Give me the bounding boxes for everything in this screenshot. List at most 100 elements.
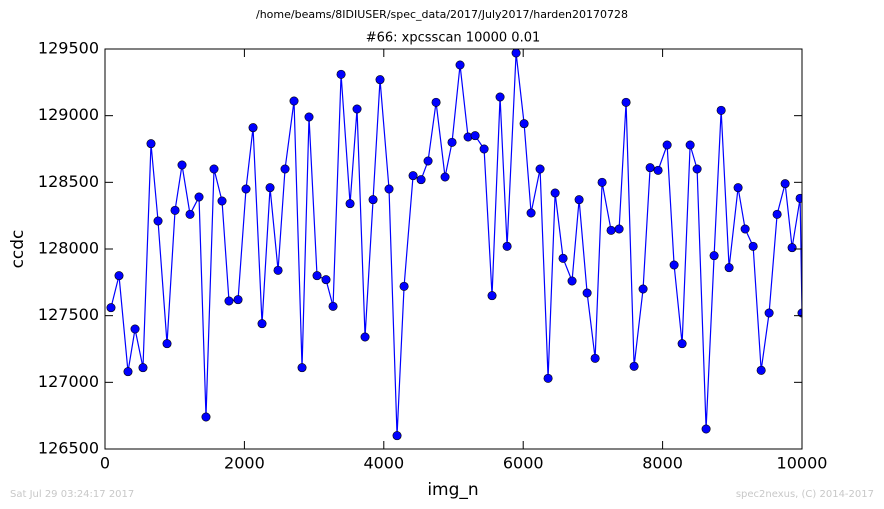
data-point bbox=[638, 284, 648, 294]
data-point bbox=[248, 123, 258, 133]
data-point bbox=[162, 339, 172, 349]
data-point bbox=[645, 163, 655, 173]
data-point bbox=[629, 361, 639, 371]
data-point bbox=[170, 205, 180, 215]
data-point bbox=[724, 263, 734, 273]
data-point bbox=[550, 188, 560, 198]
y-tick-label: 128500 bbox=[38, 172, 99, 191]
data-point bbox=[416, 175, 426, 185]
data-point bbox=[360, 332, 370, 342]
data-point bbox=[511, 49, 521, 58]
data-point bbox=[209, 164, 219, 174]
data-point bbox=[558, 253, 568, 263]
x-axis-label: img_n bbox=[427, 480, 478, 500]
data-point bbox=[543, 373, 553, 383]
data-point bbox=[677, 339, 687, 349]
x-tick-label: 6000 bbox=[503, 454, 544, 473]
data-point bbox=[447, 137, 457, 147]
series-line bbox=[110, 52, 802, 436]
data-point bbox=[621, 97, 631, 107]
data-point bbox=[440, 172, 450, 182]
data-point bbox=[384, 184, 394, 194]
x-tick-label: 8000 bbox=[642, 454, 683, 473]
data-point bbox=[795, 193, 802, 203]
x-tick-label: 0 bbox=[100, 454, 110, 473]
data-point bbox=[495, 92, 505, 102]
data-point bbox=[241, 184, 251, 194]
data-point bbox=[582, 288, 592, 298]
footer-right: spec2nexus, (C) 2014-2017 bbox=[736, 489, 874, 500]
data-point bbox=[614, 224, 624, 234]
data-point bbox=[606, 225, 616, 235]
data-point bbox=[130, 324, 140, 334]
data-point bbox=[146, 139, 156, 149]
data-point bbox=[321, 275, 331, 285]
data-point bbox=[709, 251, 719, 261]
data-point bbox=[408, 171, 418, 181]
x-tick-label: 4000 bbox=[363, 454, 404, 473]
data-point bbox=[772, 209, 782, 219]
axes-frame bbox=[104, 48, 803, 450]
data-point bbox=[423, 156, 433, 166]
data-point bbox=[502, 241, 512, 251]
data-point bbox=[224, 296, 234, 306]
y-tick-label: 126500 bbox=[38, 439, 99, 458]
data-point bbox=[519, 119, 529, 129]
data-point bbox=[375, 75, 385, 85]
data-point bbox=[368, 195, 378, 205]
data-point bbox=[217, 196, 227, 206]
data-point bbox=[590, 353, 600, 363]
data-point bbox=[336, 69, 346, 79]
data-point bbox=[177, 160, 187, 170]
data-point bbox=[574, 195, 584, 205]
y-tick-label: 129000 bbox=[38, 105, 99, 124]
data-point bbox=[345, 199, 355, 209]
data-point bbox=[479, 144, 489, 154]
data-point bbox=[535, 164, 545, 174]
data-point bbox=[289, 96, 299, 106]
data-point bbox=[470, 131, 480, 141]
data-point bbox=[526, 208, 536, 218]
data-point bbox=[780, 179, 790, 189]
data-point bbox=[748, 241, 758, 251]
data-point bbox=[487, 291, 497, 301]
data-point bbox=[662, 140, 672, 150]
data-point bbox=[257, 319, 267, 329]
data-point bbox=[764, 308, 774, 318]
data-point bbox=[685, 140, 695, 150]
y-tick-label: 128000 bbox=[38, 239, 99, 258]
data-point bbox=[733, 183, 743, 193]
data-point bbox=[201, 412, 211, 422]
y-tick-label: 127000 bbox=[38, 372, 99, 391]
data-point bbox=[692, 164, 702, 174]
data-point bbox=[297, 363, 307, 373]
data-point bbox=[352, 104, 362, 114]
data-point bbox=[567, 276, 577, 286]
data-point bbox=[787, 243, 797, 253]
data-point bbox=[597, 177, 607, 187]
data-point bbox=[312, 271, 322, 281]
data-point bbox=[716, 105, 726, 115]
x-tick-label: 10000 bbox=[777, 454, 828, 473]
data-point bbox=[455, 60, 465, 70]
data-point bbox=[138, 363, 148, 373]
data-point bbox=[756, 365, 766, 375]
y-axis-label: ccdc bbox=[8, 230, 28, 269]
data-point bbox=[273, 265, 283, 275]
data-point bbox=[392, 431, 402, 441]
data-point bbox=[114, 271, 124, 281]
data-point bbox=[123, 367, 133, 377]
data-point bbox=[265, 183, 275, 193]
data-point bbox=[328, 301, 338, 311]
data-point bbox=[740, 224, 750, 234]
data-point bbox=[280, 164, 290, 174]
data-point bbox=[399, 281, 409, 291]
y-tick-label: 129500 bbox=[38, 39, 99, 58]
data-point bbox=[701, 424, 711, 434]
data-point bbox=[106, 303, 116, 313]
data-point bbox=[304, 112, 314, 122]
data-point bbox=[185, 209, 195, 219]
data-point bbox=[431, 97, 441, 107]
plot-area bbox=[106, 49, 802, 441]
